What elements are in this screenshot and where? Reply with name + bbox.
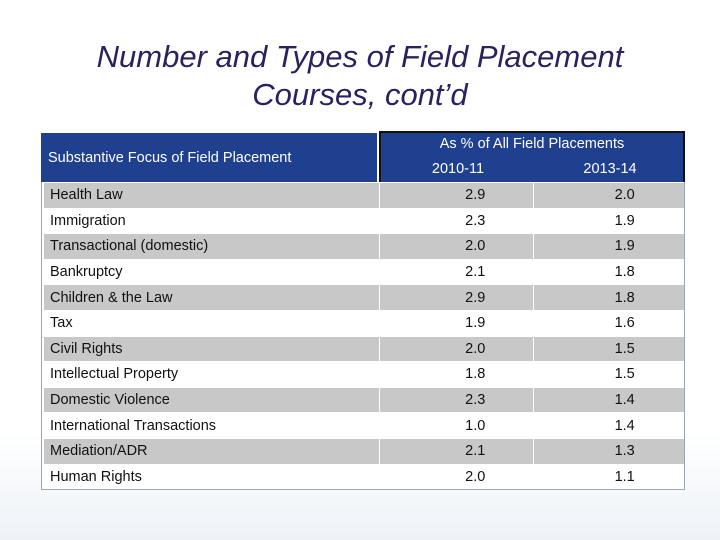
field-placement-table: Substantive Focus of Field Placement As … bbox=[41, 131, 685, 491]
row-2010-11-cell: 1.0 bbox=[379, 413, 533, 438]
table-row: Health Law 2.9 2.0 bbox=[44, 182, 684, 208]
row-2010-11-cell: 2.0 bbox=[379, 464, 533, 490]
row-focus-cell: Human Rights bbox=[44, 464, 380, 490]
row-focus-cell: Immigration bbox=[44, 208, 380, 234]
row-2010-11-cell: 2.0 bbox=[379, 336, 533, 362]
row-focus-cell: Civil Rights bbox=[44, 336, 380, 362]
row-2010-11-cell: 2.9 bbox=[379, 183, 533, 208]
table-body: Health Law 2.9 2.0 Immigration 2.3 1.9 Transac… bbox=[41, 182, 685, 491]
row-focus-cell: Bankruptcy bbox=[44, 259, 380, 285]
row-2010-11-cell: 1.8 bbox=[379, 362, 533, 387]
row-2013-14-cell: 1.6 bbox=[532, 310, 684, 336]
title-line-1: Number and Types of Field Placement bbox=[96, 39, 624, 74]
title-line-2: Courses, cont’d bbox=[252, 77, 468, 112]
row-focus-cell: Health Law bbox=[44, 183, 380, 208]
row-2013-14-cell: 1.9 bbox=[532, 208, 684, 234]
table-row: Transactional (domestic) 2.0 1.9 bbox=[44, 233, 684, 259]
row-2010-11-cell: 2.0 bbox=[379, 234, 533, 259]
table-rows: Health Law 2.9 2.0 Immigration 2.3 1.9 Transac… bbox=[42, 182, 684, 490]
header-focus: Substantive Focus of Field Placement bbox=[41, 133, 377, 182]
row-2013-14-cell: 1.9 bbox=[532, 234, 684, 259]
table-row: Bankruptcy 2.1 1.8 bbox=[44, 258, 684, 285]
row-2013-14-cell: 1.3 bbox=[532, 438, 684, 464]
row-2013-14-cell: 1.4 bbox=[532, 413, 684, 438]
row-focus-cell: Transactional (domestic) bbox=[44, 234, 380, 259]
row-2013-14-cell: 1.5 bbox=[532, 336, 684, 362]
row-focus-cell: Intellectual Property bbox=[44, 362, 380, 387]
table-row: Civil Rights 2.0 1.5 bbox=[44, 335, 684, 362]
row-focus-cell: International Transactions bbox=[44, 413, 380, 438]
table-header: Substantive Focus of Field Placement As … bbox=[41, 131, 685, 182]
row-2010-11-cell: 1.9 bbox=[379, 310, 533, 336]
row-2010-11-cell: 2.9 bbox=[379, 285, 533, 310]
table-row: Domestic Violence 2.3 1.4 bbox=[44, 386, 684, 413]
header-col-2010-11: 2010-11 bbox=[431, 161, 485, 177]
slide-title: Number and Types of Field Placement Cour… bbox=[0, 38, 720, 114]
table-row: Intellectual Property 1.8 1.5 bbox=[44, 361, 684, 387]
row-focus-cell: Tax bbox=[44, 310, 380, 336]
table-row: Mediation/ADR 2.1 1.3 bbox=[44, 437, 684, 464]
table-row: Tax 1.9 1.6 bbox=[44, 309, 684, 336]
row-2013-14-cell: 1.8 bbox=[532, 259, 684, 285]
row-focus-cell: Domestic Violence bbox=[44, 387, 380, 413]
table-row: Human Rights 2.0 1.1 bbox=[44, 463, 684, 490]
row-2010-11-cell: 2.3 bbox=[379, 208, 533, 234]
row-2013-14-cell: 1.8 bbox=[532, 285, 684, 310]
row-focus-cell: Mediation/ADR bbox=[44, 438, 380, 464]
table-row: Children & the Law 2.9 1.8 bbox=[44, 284, 684, 310]
row-2010-11-cell: 2.1 bbox=[379, 438, 533, 464]
row-2010-11-cell: 2.3 bbox=[379, 387, 533, 413]
row-2013-14-cell: 1.4 bbox=[532, 387, 684, 413]
header-col-2013-14: 2013-14 bbox=[583, 161, 637, 177]
header-group-label: As % of All Field Placements bbox=[439, 136, 625, 152]
row-2010-11-cell: 2.1 bbox=[379, 259, 533, 285]
header-percent-group: As % of All Field Placements 2010-11 201… bbox=[379, 131, 685, 182]
row-2013-14-cell: 1.1 bbox=[532, 464, 684, 490]
table-row: International Transactions 1.0 1.4 bbox=[44, 412, 684, 438]
row-focus-cell: Children & the Law bbox=[44, 285, 380, 310]
row-2013-14-cell: 1.5 bbox=[532, 362, 684, 387]
table-row: Immigration 2.3 1.9 bbox=[44, 207, 684, 234]
row-2013-14-cell: 2.0 bbox=[532, 183, 684, 208]
